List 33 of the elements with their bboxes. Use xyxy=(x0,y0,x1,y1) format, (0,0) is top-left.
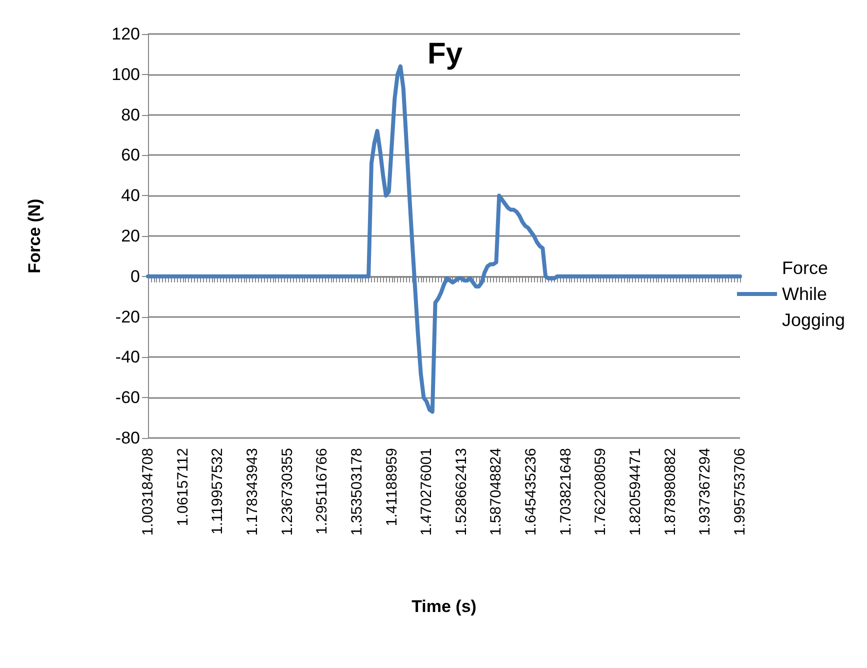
legend-label: Force While Jogging xyxy=(782,258,846,330)
x-tick-label: 1.937367294 xyxy=(696,448,714,536)
x-tick-label: 1.470276001 xyxy=(418,448,436,536)
y-tick-label: 40 xyxy=(121,186,140,206)
x-tick-label: 1.820594471 xyxy=(627,448,644,536)
x-tick-label: 1.762208059 xyxy=(592,448,610,536)
y-tick-label: -60 xyxy=(115,388,140,408)
x-tick-label: 1.003184708 xyxy=(140,448,156,536)
x-axis-title: Time (s) xyxy=(412,597,476,616)
x-tick-label: 1.295116766 xyxy=(314,448,331,534)
x-tick-label: 1.41188959 xyxy=(383,448,400,526)
y-tick-label: -80 xyxy=(115,428,140,448)
x-tick-label: 1.587048824 xyxy=(488,448,505,536)
y-tick-label: 120 xyxy=(112,24,140,44)
x-tick-label: 1.06157112 xyxy=(174,448,192,526)
y-tick-label: 20 xyxy=(121,226,140,246)
x-tick-label: 1.178343943 xyxy=(244,448,261,536)
x-tick-label: 1.645435236 xyxy=(522,448,540,536)
x-tick-label: 1.703821648 xyxy=(557,448,574,536)
y-tick-label: -20 xyxy=(115,307,140,326)
y-axis-title: Force (N) xyxy=(25,198,44,274)
y-tick-label: -40 xyxy=(115,348,140,367)
x-tick-label: 1.878980882 xyxy=(662,448,679,536)
y-tick-label: 60 xyxy=(121,146,140,165)
x-tick-label: 1.353503178 xyxy=(348,448,366,536)
x-tick-label: 1.119957532 xyxy=(209,448,226,534)
y-tick-label: 80 xyxy=(121,105,140,124)
y-tick-label: 100 xyxy=(112,64,140,84)
chart-title: Fy xyxy=(427,38,463,70)
x-tick-label: 1.995753706 xyxy=(732,448,748,536)
y-tick-label: 0 xyxy=(130,266,140,286)
x-tick-label: 1.528662413 xyxy=(452,448,470,536)
x-tick-label: 1.236730355 xyxy=(278,448,296,536)
